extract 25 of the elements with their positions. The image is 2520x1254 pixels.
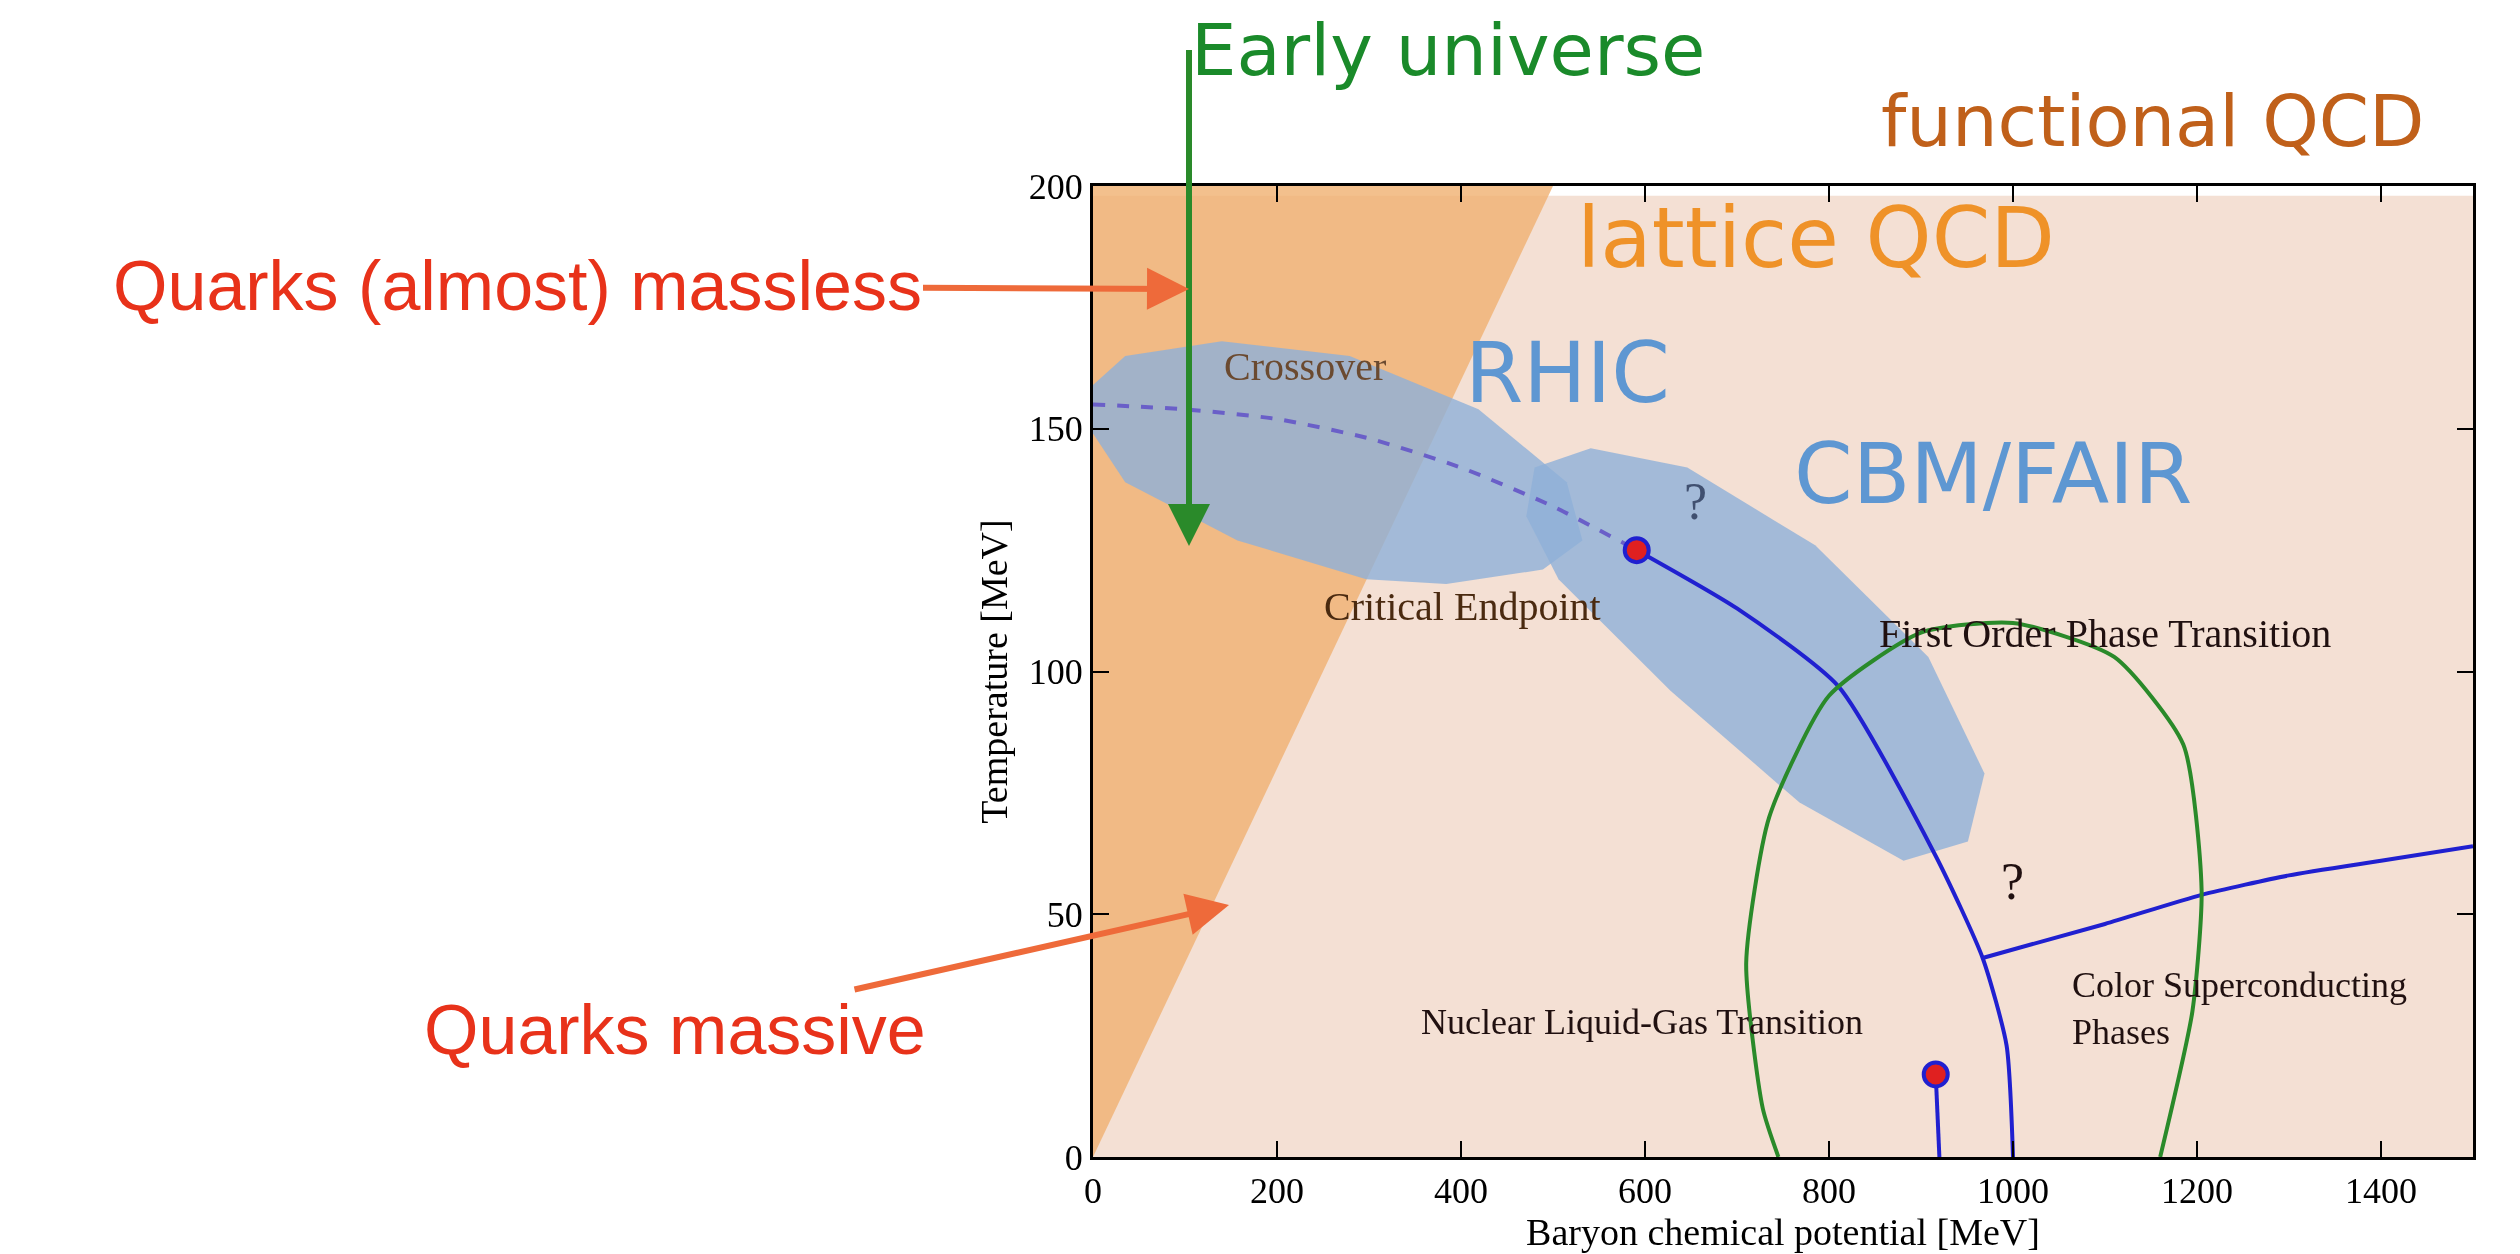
text: Quarks massive (424, 991, 926, 1069)
annotation: RHIC (1465, 324, 1670, 422)
annotation: ? (1684, 473, 1708, 530)
x-tick-label: 800 (1802, 1171, 1856, 1212)
text: Early universe (1191, 8, 1706, 92)
x-tick-label: 1000 (1977, 1171, 2049, 1212)
y-tick-label: 200 (1028, 166, 1083, 207)
text: functional QCD (1881, 79, 2425, 163)
annotation: Critical Endpoint (1324, 584, 1601, 629)
x-axis-title: Baryon chemical potential [MeV] (1526, 1211, 2040, 1254)
x-tick-label: 1400 (2345, 1171, 2417, 1212)
y-axis-title: Temperature [MeV] (973, 519, 1015, 824)
annotation: ? (2001, 853, 2025, 910)
annotation: CBM/FAIR (1794, 425, 2193, 523)
annotation: Crossover (1224, 344, 1387, 389)
x-tick-label: 1200 (2161, 1171, 2233, 1212)
annotation: lattice QCD (1577, 189, 2056, 287)
y-tick-label: 0 (1064, 1137, 1083, 1178)
x-tick-label: 400 (1434, 1171, 1488, 1212)
x-tick-label: 200 (1250, 1171, 1304, 1212)
y-tick-label: 100 (1028, 652, 1083, 693)
y-tick-label: 150 (1028, 409, 1083, 450)
text: Quarks (almost) massless (113, 247, 923, 325)
x-tick-label: 600 (1618, 1171, 1672, 1212)
y-tick-label: 50 (1046, 894, 1083, 935)
